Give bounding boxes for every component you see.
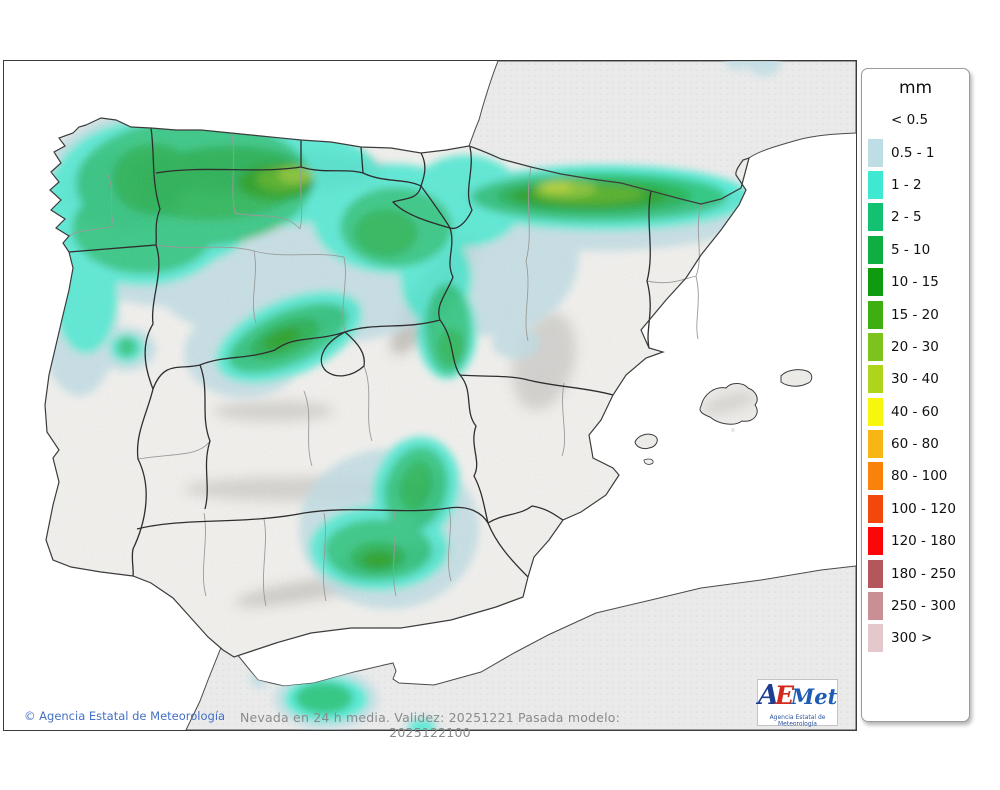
aemet-letters-met: Met (791, 684, 838, 709)
legend-row: 180 - 250 (862, 557, 969, 589)
province-borders (68, 133, 702, 607)
legend-label: 60 - 80 (891, 436, 939, 453)
legend-label: 2 - 5 (891, 209, 922, 226)
legend-label: 180 - 250 (891, 565, 956, 582)
legend-label: 15 - 20 (891, 306, 939, 323)
legend-label: 100 - 120 (891, 500, 956, 517)
legend-label: < 0.5 (891, 112, 929, 129)
legend-swatch (868, 624, 883, 653)
legend-swatch (868, 430, 883, 459)
legend-row: 2 - 5 (862, 201, 969, 233)
legend-row: < 0.5 (862, 104, 969, 136)
legend-swatch (868, 559, 883, 588)
legend-swatch (868, 592, 883, 621)
legend-label: 10 - 15 (891, 274, 939, 291)
region-borders (68, 127, 652, 578)
legend-title: mm (898, 78, 933, 98)
legend-row: 100 - 120 (862, 493, 969, 525)
legend-swatch (868, 332, 883, 361)
aemet-letter-a: A (758, 680, 779, 711)
legend-label: 250 - 300 (891, 598, 956, 615)
legend-label: 120 - 180 (891, 533, 956, 550)
legend-label: 20 - 30 (891, 338, 939, 355)
legend-panel: mm < 0.5 0.5 - 1 1 - 2 2 - 5 5 - 10 10 -… (861, 68, 970, 722)
legend-rows: < 0.5 0.5 - 1 1 - 2 2 - 5 5 - 10 10 - 15… (862, 104, 969, 655)
legend-row: 1 - 2 (862, 169, 969, 201)
legend-label: 300 > (891, 630, 933, 647)
legend-label: 1 - 2 (891, 176, 922, 193)
legend-swatch (868, 300, 883, 329)
legend-swatch (868, 494, 883, 523)
legend-swatch (868, 397, 883, 426)
legend-swatch (868, 170, 883, 199)
legend-swatch (868, 462, 883, 491)
iberia-snow-map (4, 61, 856, 730)
legend-row: 15 - 20 (862, 298, 969, 330)
legend-row: 250 - 300 (862, 590, 969, 622)
legend-row: 20 - 30 (862, 331, 969, 363)
legend-row: 120 - 180 (862, 525, 969, 557)
aemet-logo-letters: AEMet (758, 682, 837, 713)
legend-row: 0.5 - 1 (862, 136, 969, 168)
legend-row: 300 > (862, 622, 969, 654)
legend-swatch (868, 235, 883, 264)
copyright-text: © Agencia Estatal de Meteorología (24, 709, 226, 723)
legend-row: 5 - 10 (862, 234, 969, 266)
legend-swatch (868, 138, 883, 167)
legend-label: 5 - 10 (891, 241, 931, 258)
legend-swatch (868, 203, 883, 232)
legend-label: 80 - 100 (891, 468, 948, 485)
legend-label: 0.5 - 1 (891, 144, 935, 161)
legend-row: 10 - 15 (862, 266, 969, 298)
aemet-logo-subtitle: Agencia Estatal de Meteorología (769, 714, 826, 728)
legend-row: 80 - 100 (862, 460, 969, 492)
legend-swatch (868, 365, 883, 394)
aemet-logo: AEMet Agencia Estatal de Meteorología (757, 679, 838, 728)
map-caption: Nevada en 24 h media. Validez: 20251221 … (239, 710, 621, 740)
legend-row: 40 - 60 (862, 396, 969, 428)
legend-row: 60 - 80 (862, 428, 969, 460)
aemet-letter-e: E (774, 681, 795, 710)
legend-label: 40 - 60 (891, 403, 939, 420)
peninsula-landmass (45, 118, 812, 657)
legend-row: 30 - 40 (862, 363, 969, 395)
map-frame (3, 60, 857, 731)
legend-swatch (868, 527, 883, 556)
legend-label: 30 - 40 (891, 371, 939, 388)
legend-swatch (868, 268, 883, 297)
